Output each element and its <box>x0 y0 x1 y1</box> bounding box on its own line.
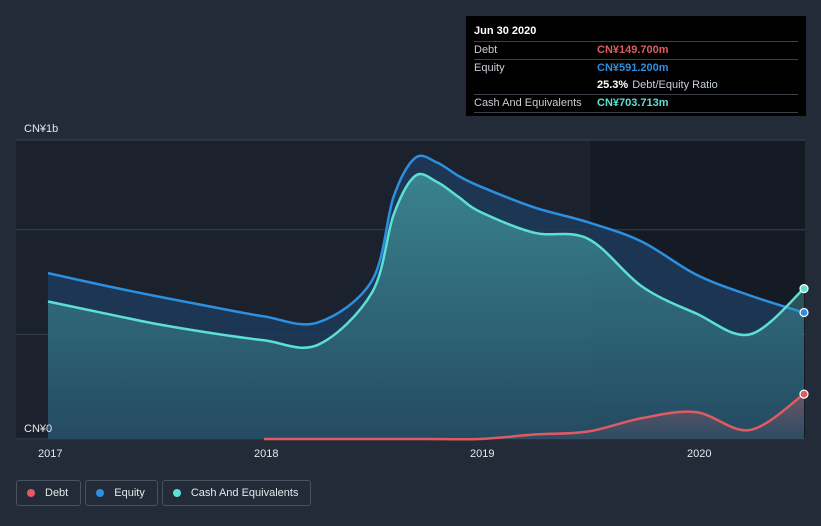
equity-line <box>47 154 805 326</box>
tooltip-equity-value: CN¥591.200m <box>597 62 669 74</box>
tooltip-cash-label: Cash And Equivalents <box>474 97 582 109</box>
debt-area <box>264 394 804 440</box>
tooltip-row-ratio: 25.3% Debt/Equity Ratio <box>474 77 798 95</box>
x-tick-label-2017: 2017 <box>38 448 62 460</box>
legend-label-cash: Cash And Equivalents <box>190 487 299 499</box>
tooltip-row-debt: Debt CN¥149.700m <box>474 42 798 60</box>
series-areas <box>48 155 804 440</box>
tooltip-debt-label: Debt <box>474 44 498 56</box>
chart-legend: Debt Equity Cash And Equivalents <box>16 480 315 506</box>
cash-and-equivalents-area <box>48 174 804 440</box>
tooltip-row-equity: Equity CN¥591.200m <box>474 60 798 77</box>
legend-item-debt[interactable]: Debt <box>16 480 82 506</box>
equity-end-point <box>799 307 809 318</box>
tooltip-equity-label: Equity <box>474 62 505 74</box>
legend-label-equity: Equity <box>114 487 145 499</box>
series-lines <box>47 154 805 441</box>
debt-end-point <box>799 389 809 399</box>
tooltip-date: Jun 30 2020 <box>474 23 798 42</box>
tooltip-debt-value: CN¥149.700m <box>597 44 669 56</box>
cash-and-equivalents-line <box>47 172 805 350</box>
data-tooltip: Jun 30 2020 Debt CN¥149.700m Equity CN¥5… <box>466 16 806 116</box>
x-tick-label-2020: 2020 <box>687 448 711 460</box>
legend-dot-debt <box>27 489 35 497</box>
tooltip-cash-value: CN¥703.713m <box>597 97 669 109</box>
legend-dot-cash <box>172 489 181 497</box>
x-tick-label-2019: 2019 <box>470 448 494 460</box>
tooltip-ratio-label: Debt/Equity Ratio <box>632 79 718 91</box>
legend-label-debt: Debt <box>45 487 69 499</box>
end-markers <box>799 284 809 399</box>
debt-line <box>264 393 805 441</box>
legend-dot-equity <box>96 489 105 497</box>
y-tick-label-bottom: CN¥0 <box>24 423 52 435</box>
tooltip-row-cash: Cash And Equivalents CN¥703.713m <box>474 95 798 113</box>
legend-item-equity[interactable]: Equity <box>85 480 158 506</box>
cash-and-equivalents-end-point <box>799 284 809 294</box>
y-tick-label-top: CN¥1b <box>24 123 58 135</box>
x-tick-label-2018: 2018 <box>254 448 278 460</box>
legend-item-cash[interactable]: Cash And Equivalents <box>161 480 312 506</box>
tooltip-ratio-value: 25.3% <box>597 79 629 91</box>
